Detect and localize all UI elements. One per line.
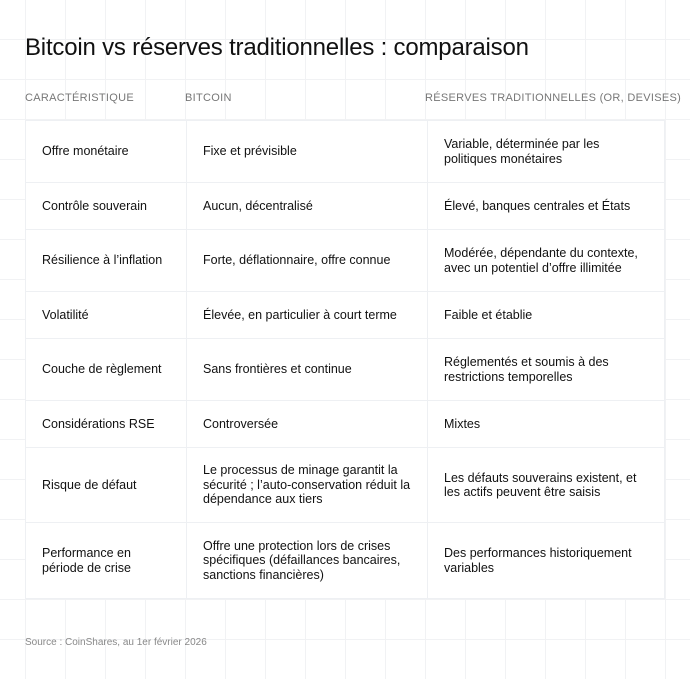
- bitcoin-cell: Fixe et prévisible: [186, 120, 428, 183]
- traditional-cell: Mixtes: [427, 400, 665, 448]
- table-row: Volatilité Élevée, en particulier à court…: [25, 291, 665, 339]
- traditional-cell: Modérée, dépendante du contexte, avec un…: [427, 229, 665, 292]
- bitcoin-cell: Aucun, décentralisé: [186, 182, 428, 230]
- column-header-bitcoin: BITCOIN: [185, 92, 232, 104]
- characteristic-cell: Performance en période de crise: [25, 522, 187, 599]
- characteristic-cell: Considérations RSE: [25, 400, 187, 448]
- traditional-cell: Variable, déterminée par les politiques …: [427, 120, 665, 183]
- bitcoin-cell: Le processus de minage garantit la sécur…: [186, 447, 428, 523]
- table-row: Couche de règlement Sans frontières et co…: [25, 338, 665, 401]
- table-row: Offre monétaire Fixe et prévisible Variabl…: [25, 120, 665, 183]
- comparison-table: Offre monétaire Fixe et prévisible Variabl…: [25, 120, 665, 599]
- bitcoin-cell: Offre une protection lors de crises spéc…: [186, 522, 428, 599]
- table-row: Considérations RSE Controversée Mixtes: [25, 400, 665, 448]
- traditional-cell: Réglementés et soumis à des restrictions…: [427, 338, 665, 401]
- bitcoin-cell: Élevée, en particulier à court terme: [186, 291, 428, 339]
- table-row: Risque de défaut Le processus de minage g…: [25, 447, 665, 523]
- column-header-characteristic: CARACTÉRISTIQUE: [25, 92, 135, 104]
- table-row: Résilience à l’inflation Forte, déflation…: [25, 229, 665, 292]
- characteristic-cell: Contrôle souverain: [25, 182, 187, 230]
- column-header-traditional: RÉSERVES TRADITIONNELLES (OR, DEVISES): [425, 92, 682, 104]
- table-row: Contrôle souverain Aucun, décentralisé Éle…: [25, 182, 665, 230]
- traditional-cell: Faible et établie: [427, 291, 665, 339]
- bitcoin-cell: Controversée: [186, 400, 428, 448]
- traditional-cell: Les défauts souverains existent, et les …: [427, 447, 665, 523]
- characteristic-cell: Couche de règlement: [25, 338, 187, 401]
- bitcoin-cell: Forte, déflationnaire, offre connue: [186, 229, 428, 292]
- characteristic-cell: Volatilité: [25, 291, 187, 339]
- traditional-cell: Élevé, banques centrales et États: [427, 182, 665, 230]
- table-row: Performance en période de crise Offre une…: [25, 522, 665, 599]
- characteristic-cell: Offre monétaire: [25, 120, 187, 183]
- bitcoin-cell: Sans frontières et continue: [186, 338, 428, 401]
- traditional-cell: Des performances historiquement variable…: [427, 522, 665, 599]
- characteristic-cell: Risque de défaut: [25, 447, 187, 523]
- characteristic-cell: Résilience à l’inflation: [25, 229, 187, 292]
- page-title: Bitcoin vs réserves traditionnelles : co…: [25, 34, 529, 61]
- source-note: Source : CoinShares, au 1er février 2026: [25, 637, 207, 648]
